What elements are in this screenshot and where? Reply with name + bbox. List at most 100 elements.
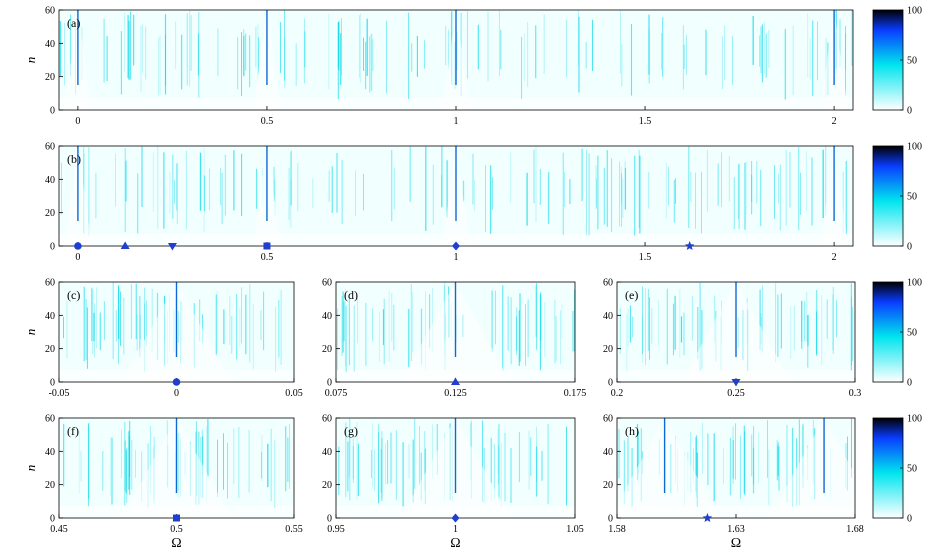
panel-b: 0 20 40 60 0 0.5 1 1.5 2 (b)	[45, 142, 854, 263]
x-tick-label: 0.3	[849, 388, 862, 399]
y-axis-label: n	[23, 465, 38, 472]
y-tick-label: 40	[322, 447, 332, 458]
x-tick-label: 1.68	[846, 524, 864, 535]
x-axis-label: Ω	[450, 536, 460, 549]
colorbar: 0 50 100	[872, 6, 922, 117]
colorbar-tick-label: 50	[907, 56, 917, 67]
y-tick-label: 40	[45, 311, 55, 322]
marker-triangle-up	[451, 377, 460, 385]
y-axis-label: n	[23, 329, 38, 336]
y-tick-label: 40	[603, 311, 613, 322]
panel-f: 0 20 40 60 0.45 0.5 0.55 (f) n Ω	[23, 414, 303, 549]
y-tick-label: 20	[45, 72, 55, 83]
panel-label: (b)	[67, 152, 81, 166]
x-tick-label: -0.05	[49, 388, 70, 399]
colorbar-tick-label: 100	[907, 414, 922, 425]
panel-a: 0 20 40 60 0 0.5 1 1.5 2 (a) n	[23, 6, 854, 127]
marker-circle	[172, 378, 181, 386]
y-tick-label: 60	[45, 6, 55, 17]
colorbar-gradient	[872, 145, 904, 247]
colorbar-gradient	[872, 9, 904, 111]
colorbar-tick-label: 50	[907, 464, 917, 475]
y-tick-label: 40	[45, 447, 55, 458]
x-tick-label: 0.5	[261, 252, 274, 263]
panel-label: (g)	[344, 424, 358, 438]
y-tick-label: 20	[322, 480, 332, 491]
colorbar-gradient	[872, 281, 904, 383]
x-tick-label: 0.55	[285, 524, 303, 535]
marker-square	[263, 242, 271, 250]
x-tick-label: 1	[454, 116, 459, 127]
x-tick-label: 0.45	[50, 524, 68, 535]
colorbar-tick-label: 0	[907, 378, 912, 389]
y-tick-label: 60	[603, 278, 613, 289]
colorbar-tick-label: 100	[907, 142, 922, 153]
marker-triangle-down	[167, 243, 177, 251]
colorbar-tick-label: 0	[907, 242, 912, 253]
y-tick-label: 0	[50, 242, 55, 253]
colorbar-tick-label: 50	[907, 328, 917, 339]
x-tick-label: 0.5	[170, 524, 183, 535]
colorbar-tick-label: 50	[907, 192, 917, 203]
y-tick-label: 40	[322, 311, 332, 322]
x-tick-label: 0.2	[611, 388, 624, 399]
y-tick-label: 60	[45, 278, 55, 289]
marker-square	[173, 514, 180, 522]
marker-diamond	[451, 513, 460, 523]
colorbar-tick-label: 100	[907, 278, 922, 289]
panel-label: (d)	[344, 288, 358, 302]
panel-label: (c)	[67, 288, 80, 302]
marker-triangle-down	[731, 379, 741, 387]
colorbar-tick-label: 0	[907, 106, 912, 117]
panel-label: (h)	[625, 424, 639, 438]
y-tick-label: 60	[322, 414, 332, 425]
marker-star	[684, 241, 695, 251]
y-tick-label: 20	[603, 344, 613, 355]
x-tick-label: 1	[454, 252, 459, 263]
x-tick-label: 1.5	[639, 116, 652, 127]
x-tick-label: 1.5	[639, 252, 652, 263]
colorbar-tick-label: 100	[907, 6, 922, 17]
x-tick-label: 0.5	[261, 116, 274, 127]
y-tick-label: 40	[603, 447, 613, 458]
y-tick-label: 20	[45, 208, 55, 219]
x-tick-label: 0	[75, 252, 80, 263]
y-tick-label: 40	[45, 39, 55, 50]
colorbar: 0 50 100	[872, 414, 922, 525]
y-tick-label: 60	[45, 142, 55, 153]
y-tick-label: 0	[327, 514, 332, 525]
y-tick-label: 0	[50, 378, 55, 389]
y-tick-label: 20	[45, 344, 55, 355]
colorbar: 0 50 100	[872, 142, 922, 253]
y-tick-label: 60	[45, 414, 55, 425]
panel-label: (f)	[67, 424, 79, 438]
marker-triangle-up	[120, 241, 130, 249]
y-tick-label: 40	[45, 175, 55, 186]
panel-d: 0 20 40 60 0.075 0.125 0.175 (d)	[322, 278, 586, 400]
panel-label: (e)	[625, 288, 638, 302]
colorbar: 0 50 100	[872, 278, 922, 389]
marker-star	[702, 513, 713, 523]
x-tick-label: 0.25	[727, 388, 745, 399]
y-tick-label: 0	[50, 106, 55, 117]
colorbar-gradient	[872, 417, 904, 519]
panel-h: 0 20 40 60 1.58 1.63 1.68 (h) Ω	[603, 414, 880, 549]
y-tick-label: 20	[45, 480, 55, 491]
y-tick-label: 0	[50, 514, 55, 525]
y-tick-label: 20	[603, 480, 613, 491]
y-tick-label: 20	[322, 344, 332, 355]
x-tick-label: 1.63	[727, 524, 745, 535]
x-tick-label: 0.175	[564, 388, 587, 399]
x-tick-label: 0.075	[325, 388, 348, 399]
y-tick-label: 60	[603, 414, 613, 425]
x-tick-label: 1.05	[566, 524, 584, 535]
y-axis-label: n	[23, 57, 38, 64]
panel-g: 0 20 40 60 0.95 1 1.05 (g) Ω	[322, 414, 584, 549]
y-tick-label: 60	[322, 278, 332, 289]
x-tick-label: 2	[832, 116, 837, 127]
y-tick-label: 0	[608, 514, 613, 525]
y-tick-label: 0	[327, 378, 332, 389]
colorbar-tick-label: 0	[907, 514, 912, 525]
marker-circle	[74, 242, 82, 250]
